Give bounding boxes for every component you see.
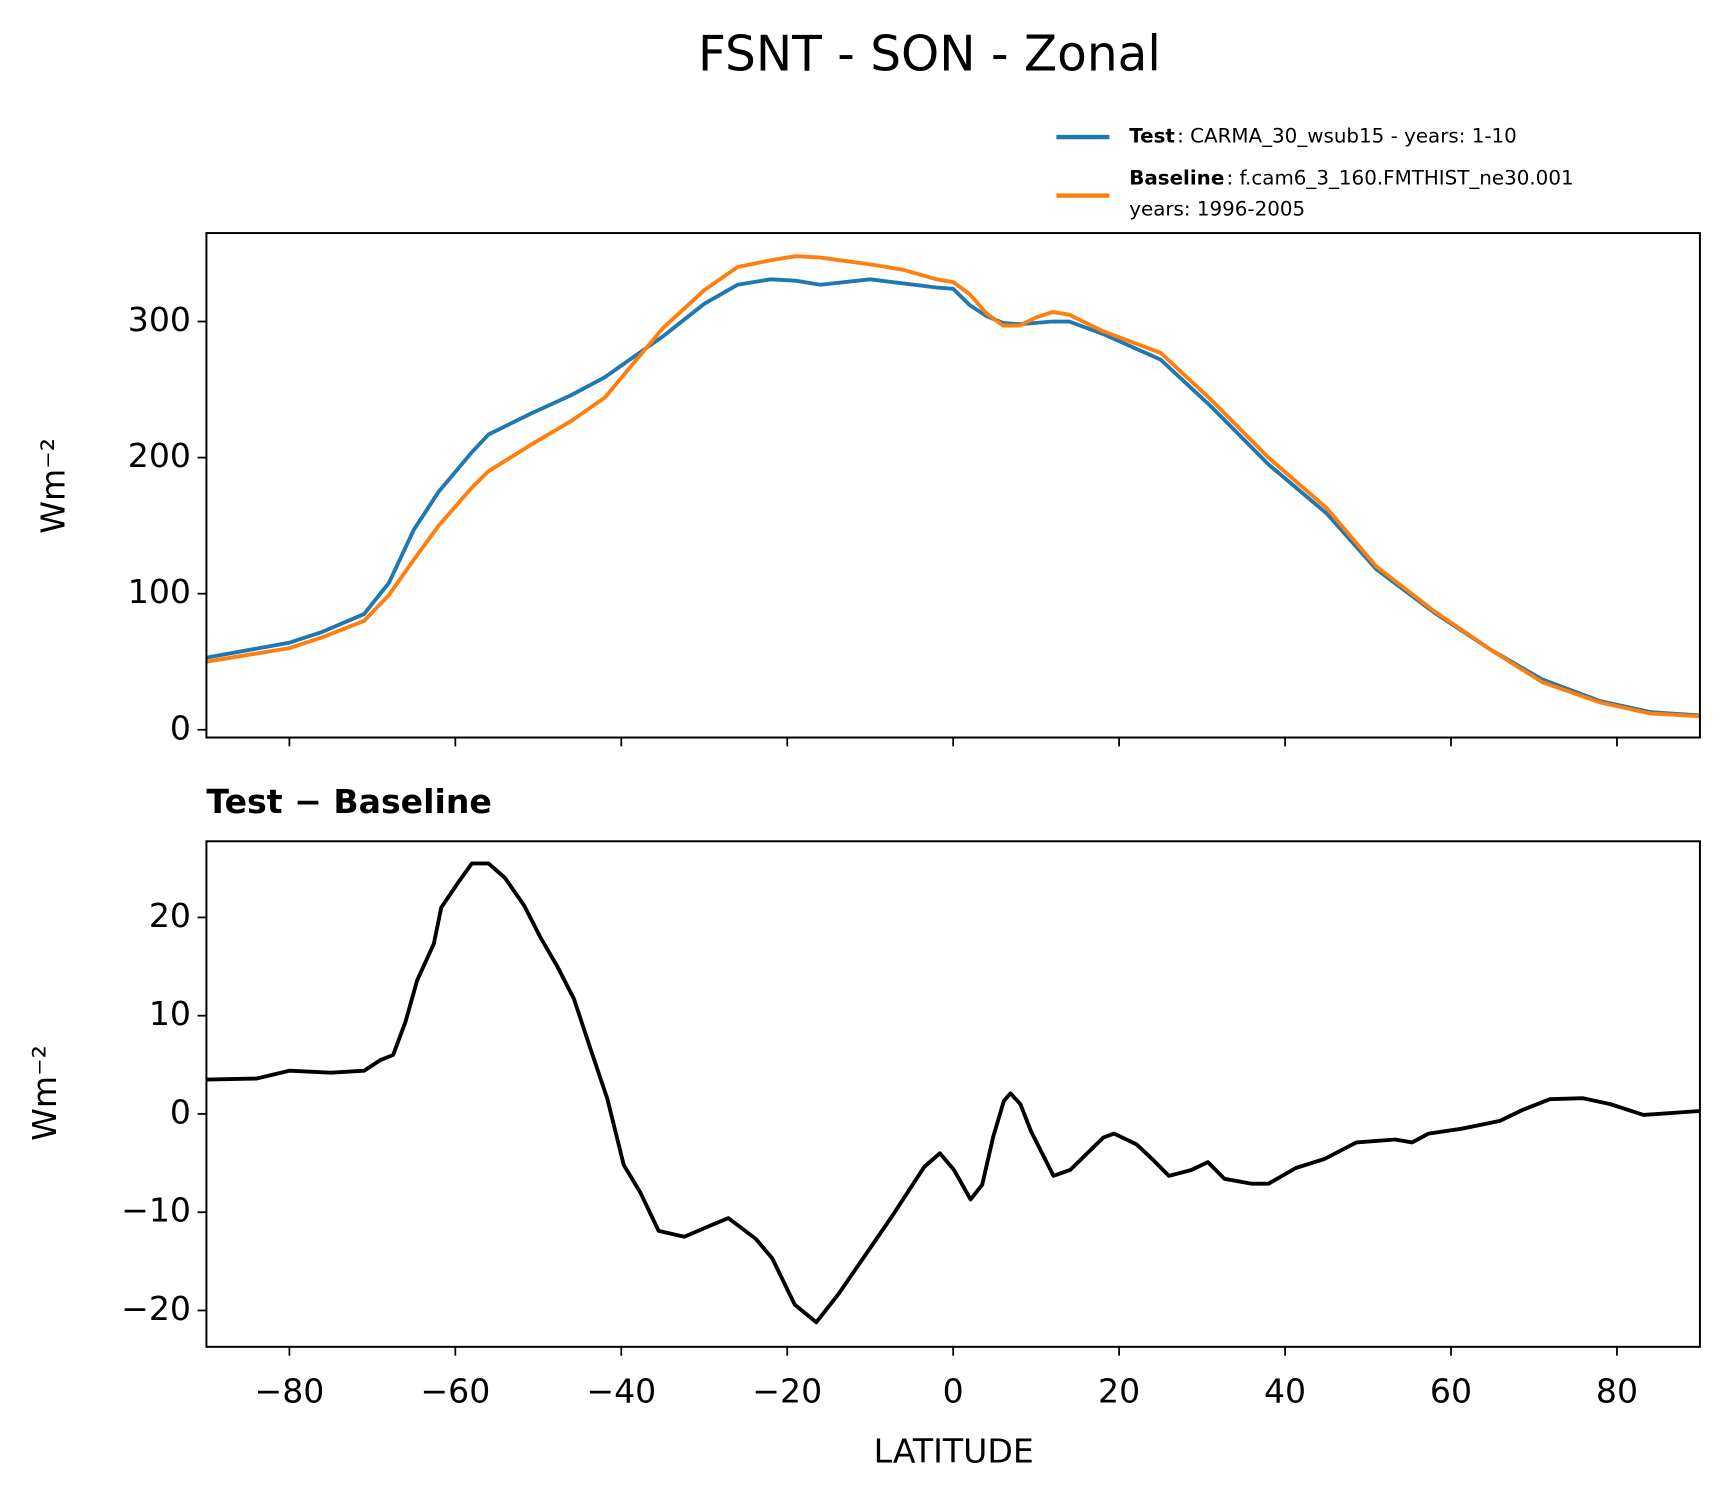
y-tick-label: 200 <box>128 436 191 475</box>
subplot-title: Test − Baseline <box>206 782 491 821</box>
x-tick-label: −60 <box>420 1372 490 1411</box>
y-axis-label: Wm⁻² <box>25 1045 64 1141</box>
y-tick-label: −20 <box>121 1289 191 1328</box>
x-tick-label: −20 <box>752 1372 822 1411</box>
y-tick-label: 10 <box>149 994 191 1033</box>
legend-label: : CARMA_30_wsub15 - years: 1-10 <box>1177 125 1517 148</box>
legend-name: Baseline <box>1129 166 1224 189</box>
axes-frame <box>205 232 1701 739</box>
y-tick-label: 300 <box>128 300 191 339</box>
x-tick-label: 80 <box>1596 1372 1638 1411</box>
y-tick-label: 0 <box>170 1092 191 1131</box>
legend-label: : f.cam6_3_160.FMTHIST_ne30.001 <box>1227 166 1574 189</box>
data-line <box>206 254 1700 719</box>
x-tick-label: −80 <box>254 1372 324 1411</box>
data-line <box>206 277 1700 718</box>
plot-area <box>206 861 1700 1325</box>
y-tick-label: −10 <box>121 1191 191 1230</box>
x-tick-label: −40 <box>586 1372 656 1411</box>
y-tick-label: 100 <box>128 572 191 611</box>
legend-name: Test <box>1129 125 1175 148</box>
x-tick-label: 0 <box>943 1372 964 1411</box>
data-line <box>206 861 1700 1325</box>
x-tick-label: 60 <box>1430 1372 1472 1411</box>
plot-area <box>206 254 1700 719</box>
x-axis-label: LATITUDE <box>874 1431 1034 1470</box>
x-tick-label: 20 <box>1098 1372 1140 1411</box>
y-tick-label: 0 <box>170 708 191 747</box>
legend-label: years: 1996-2005 <box>1129 197 1305 220</box>
y-tick-label: 20 <box>149 896 191 935</box>
axes-frame <box>205 840 1701 1348</box>
chart-title: FSNT - SON - Zonal <box>698 27 1161 83</box>
x-tick-label: 40 <box>1264 1372 1306 1411</box>
y-axis-label: Wm⁻² <box>34 438 73 534</box>
